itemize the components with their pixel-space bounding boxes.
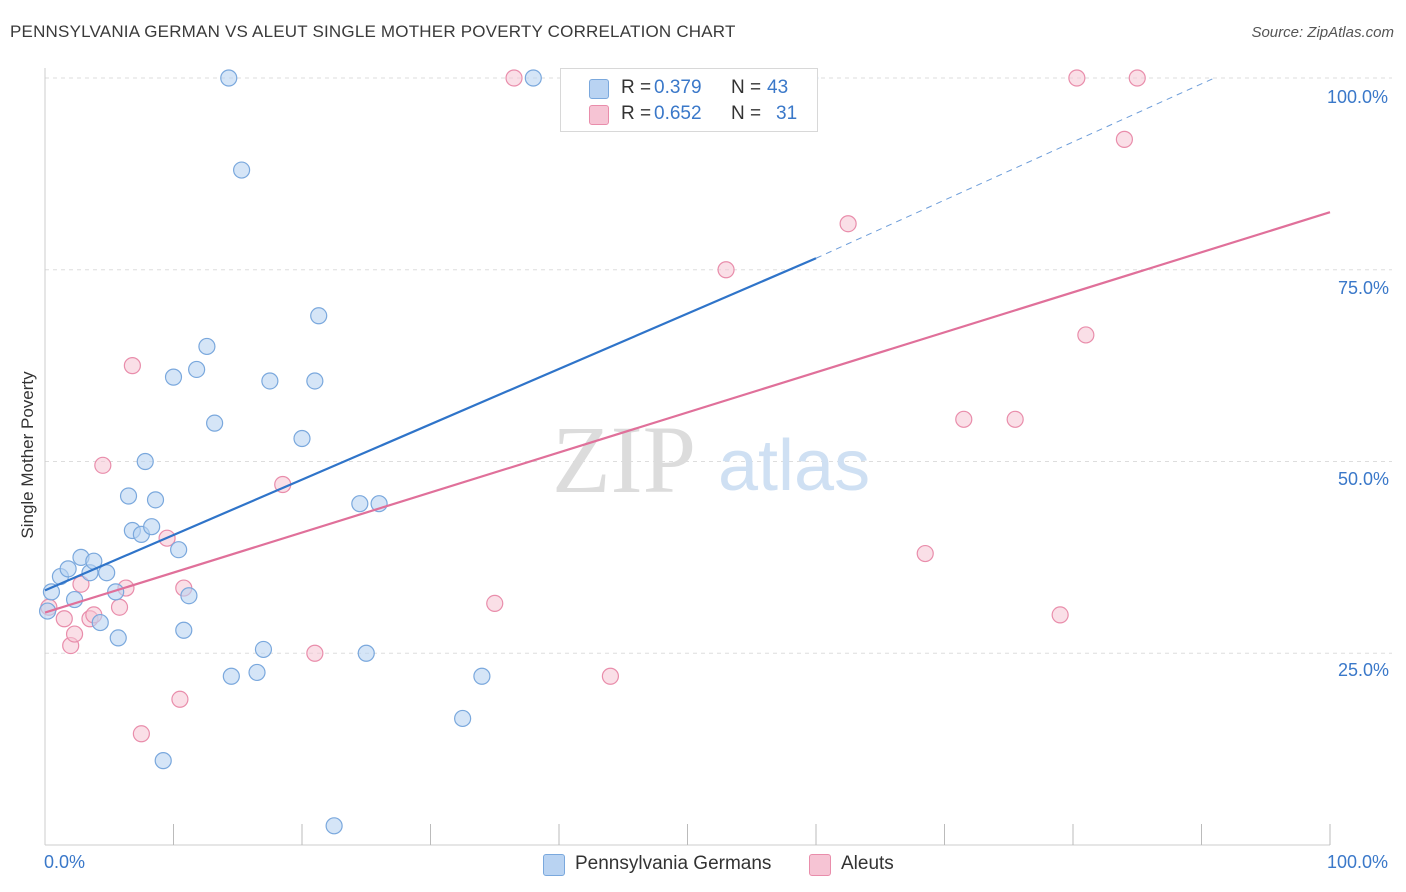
- pennsylvania-germans-point: [175, 621, 193, 639]
- pink-swatch: [809, 854, 831, 876]
- n-label: N =: [731, 77, 762, 98]
- pennsylvania-germans-point: [206, 414, 224, 432]
- aleuts-point: [1115, 130, 1134, 148]
- aleuts-point: [955, 410, 973, 428]
- pennsylvania-germans-point: [107, 583, 125, 601]
- aleuts-points: [40, 69, 1146, 743]
- pennsylvania-germans-point: [524, 69, 542, 87]
- chart-title: PENNSYLVANIA GERMAN VS ALEUT SINGLE MOTH…: [10, 22, 736, 41]
- n-value: 43: [767, 77, 789, 98]
- pennsylvania-germans-point: [220, 69, 238, 87]
- watermark: ZIP atlas: [552, 406, 870, 513]
- y-tick-25: 25.0%: [1338, 660, 1390, 680]
- aleuts-trend-line: [44, 211, 1331, 614]
- legend-row-pennsylvania-germans: R = 0.379 N = 43: [561, 75, 817, 101]
- x-axis-min-label: 0.0%: [44, 852, 86, 872]
- aleuts-point: [486, 594, 504, 612]
- pennsylvania-germans-point: [180, 587, 198, 605]
- x-axis-max-label: 100.0%: [1327, 852, 1389, 872]
- pennsylvania-germans-point: [351, 495, 369, 513]
- aleuts-point: [94, 456, 112, 474]
- pennsylvania-germans-trend-extension: [815, 77, 1215, 259]
- aleuts-point: [1077, 326, 1095, 344]
- aleuts-point: [601, 667, 620, 685]
- aleuts-point: [132, 725, 150, 743]
- n-value: 31: [776, 103, 798, 124]
- pennsylvania-germans-point: [164, 368, 183, 386]
- aleuts-point: [110, 598, 129, 616]
- watermark-zip: ZIP: [552, 406, 696, 513]
- pennsylvania-germans-point: [136, 452, 154, 471]
- pennsylvania-germans-point: [188, 360, 206, 379]
- aleuts-point: [171, 690, 189, 708]
- series-legend: Pennsylvania Germans Aleuts: [0, 852, 1406, 878]
- r-label: R =: [621, 77, 652, 98]
- aleuts-point: [1051, 606, 1069, 624]
- y-tick-50: 50.0%: [1338, 469, 1390, 489]
- pennsylvania-germans-points: [38, 69, 819, 835]
- pennsylvania-germans-point: [261, 372, 279, 390]
- pennsylvania-germans-point: [143, 518, 161, 536]
- aleuts-point: [72, 575, 90, 593]
- legend-label: Aleuts: [841, 853, 894, 874]
- aleuts-point: [65, 625, 84, 643]
- r-label: R =: [621, 103, 652, 124]
- pennsylvania-germans-point: [59, 560, 77, 578]
- pennsylvania-germans-point: [306, 372, 324, 390]
- aleuts-point: [1006, 410, 1024, 428]
- pennsylvania-germans-point: [310, 307, 328, 325]
- pennsylvania-germans-point: [325, 817, 343, 835]
- pennsylvania-germans-point: [42, 583, 61, 601]
- aleuts-point: [505, 69, 523, 87]
- pennsylvania-germans-point: [198, 337, 216, 356]
- blue-swatch: [589, 79, 609, 99]
- pennsylvania-germans-point: [91, 613, 109, 632]
- pennsylvania-germans-point: [233, 161, 251, 179]
- y-axis-title: Single Mother Poverty: [18, 371, 37, 539]
- aleuts-point: [1068, 69, 1086, 87]
- r-value: 0.379: [654, 77, 702, 98]
- legend-label: Pennsylvania Germans: [575, 853, 772, 874]
- pink-swatch: [589, 105, 609, 125]
- correlation-legend: R = 0.379 N = 43 R = 0.652 N = 31: [560, 68, 818, 132]
- watermark-atlas: atlas: [718, 426, 870, 506]
- pennsylvania-germans-point: [146, 491, 165, 509]
- y-tick-100: 100.0%: [1327, 87, 1389, 107]
- pennsylvania-germans-point: [357, 644, 375, 662]
- aleuts-point: [839, 215, 857, 233]
- aleuts-point: [717, 261, 735, 279]
- trend-lines: [44, 77, 1331, 614]
- aleuts-point: [306, 644, 324, 662]
- aleuts-point: [1128, 69, 1146, 87]
- pennsylvania-germans-point: [222, 667, 240, 685]
- pennsylvania-germans-point: [119, 487, 138, 505]
- aleuts-point: [123, 357, 141, 375]
- pennsylvania-germans-point: [254, 640, 273, 659]
- pennsylvania-germans-point: [293, 429, 311, 448]
- aleuts-point: [916, 544, 934, 563]
- pennsylvania-germans-point: [248, 663, 266, 682]
- pennsylvania-germans-point: [170, 541, 188, 559]
- pennsylvania-germans-trend-line: [44, 257, 817, 592]
- y-tick-75: 75.0%: [1338, 278, 1390, 298]
- blue-swatch: [543, 854, 565, 876]
- aleuts-point: [55, 610, 73, 628]
- chart-source: Source: ZipAtlas.com: [1251, 24, 1394, 41]
- n-label: N =: [731, 103, 762, 124]
- pennsylvania-germans-point: [454, 709, 472, 728]
- pennsylvania-germans-point: [473, 667, 491, 685]
- pennsylvania-germans-point: [109, 629, 127, 647]
- pennsylvania-germans-point: [154, 752, 172, 770]
- r-value: 0.652: [654, 103, 702, 124]
- legend-row-aleuts: R = 0.652 N = 31: [561, 101, 817, 127]
- axes: [44, 68, 1331, 846]
